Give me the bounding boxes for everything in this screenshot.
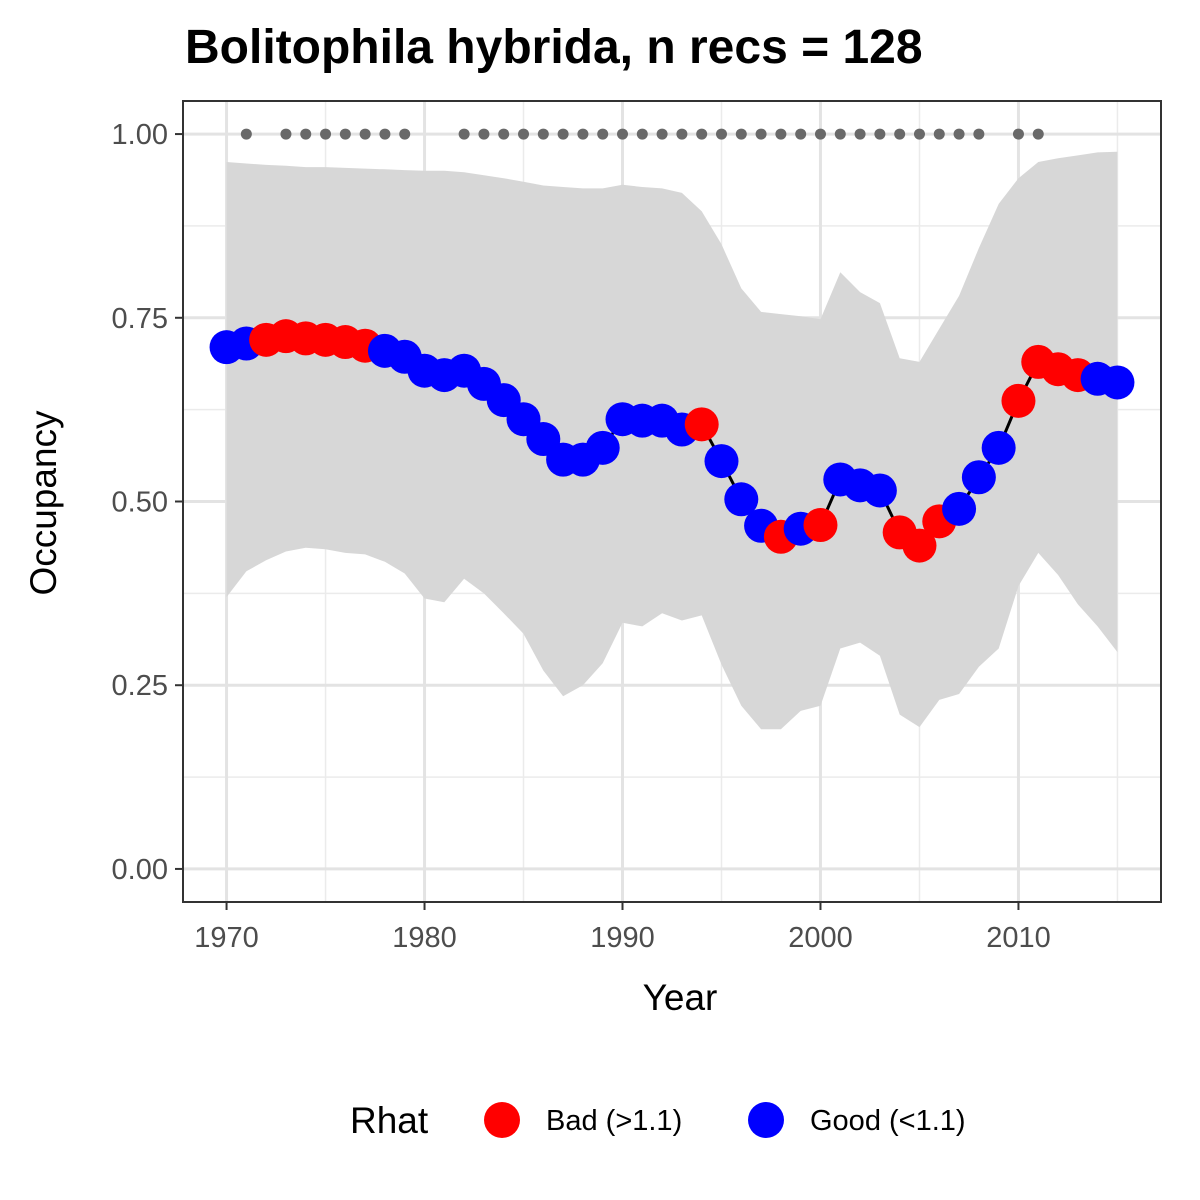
record-mark [359, 128, 371, 140]
x-tick-label: 2000 [788, 922, 853, 954]
y-tick-label: 0.50 [112, 487, 168, 519]
record-mark [498, 128, 510, 140]
point-good [981, 430, 1016, 465]
record-mark [795, 128, 807, 140]
record-mark [834, 128, 846, 140]
record-mark [775, 128, 787, 140]
x-axis-title: Year [643, 977, 718, 1018]
x-tick-label: 1990 [590, 922, 655, 954]
record-mark [320, 128, 332, 140]
occupancy-points [209, 319, 1135, 563]
legend: Rhat Bad (>1.1) Good (<1.1) [350, 1100, 966, 1141]
x-tick-label: 2010 [986, 922, 1051, 954]
record-mark [399, 128, 411, 140]
y-tick-label: 0.00 [112, 854, 168, 886]
y-axis: 0.00 0.25 0.50 0.75 1.00 [112, 119, 183, 886]
legend-title: Rhat [350, 1100, 429, 1141]
point-good [942, 491, 977, 526]
legend-swatch-good [748, 1102, 784, 1138]
record-mark [557, 128, 569, 140]
y-tick-label: 1.00 [112, 119, 168, 151]
record-mark [696, 128, 708, 140]
point-good [862, 473, 897, 508]
record-mark [379, 128, 391, 140]
chart-title: Bolitophila hybrida, n recs = 128 [185, 21, 923, 74]
record-mark [894, 128, 906, 140]
y-tick-label: 0.25 [112, 670, 168, 702]
record-mark [458, 128, 470, 140]
record-mark [617, 128, 629, 140]
record-mark [280, 128, 292, 140]
point-good [1100, 365, 1135, 400]
point-bad [684, 407, 719, 442]
record-mark [518, 128, 530, 140]
record-mark [577, 128, 589, 140]
record-mark [478, 128, 490, 140]
record-mark [1012, 128, 1024, 140]
record-mark [676, 128, 688, 140]
record-mark [537, 128, 549, 140]
record-mark [755, 128, 767, 140]
x-tick-label: 1970 [194, 922, 259, 954]
record-mark [953, 128, 965, 140]
legend-label-good: Good (<1.1) [810, 1105, 966, 1137]
record-mark [1032, 128, 1044, 140]
record-mark [636, 128, 648, 140]
record-mark [913, 128, 925, 140]
point-bad [803, 508, 838, 543]
record-mark [597, 128, 609, 140]
record-mark [814, 128, 826, 140]
record-mark [300, 128, 312, 140]
point-good [724, 482, 759, 517]
y-tick-label: 0.75 [112, 303, 168, 335]
record-mark [973, 128, 985, 140]
x-tick-label: 1980 [392, 922, 457, 954]
record-mark [735, 128, 747, 140]
point-good [704, 444, 739, 479]
record-mark [656, 128, 668, 140]
legend-label-bad: Bad (>1.1) [546, 1105, 682, 1137]
point-bad [902, 528, 937, 563]
point-good [961, 460, 996, 495]
record-mark [874, 128, 886, 140]
y-axis-title: Occupancy [23, 410, 64, 596]
point-bad [1001, 383, 1036, 418]
point-good [585, 430, 620, 465]
record-mark [715, 128, 727, 140]
x-axis: 1970 1980 1990 2000 2010 [194, 902, 1051, 954]
record-mark [339, 128, 351, 140]
record-mark [933, 128, 945, 140]
record-mark [240, 128, 252, 140]
legend-swatch-bad [484, 1102, 520, 1138]
record-year-marks [240, 128, 1044, 140]
record-mark [854, 128, 866, 140]
